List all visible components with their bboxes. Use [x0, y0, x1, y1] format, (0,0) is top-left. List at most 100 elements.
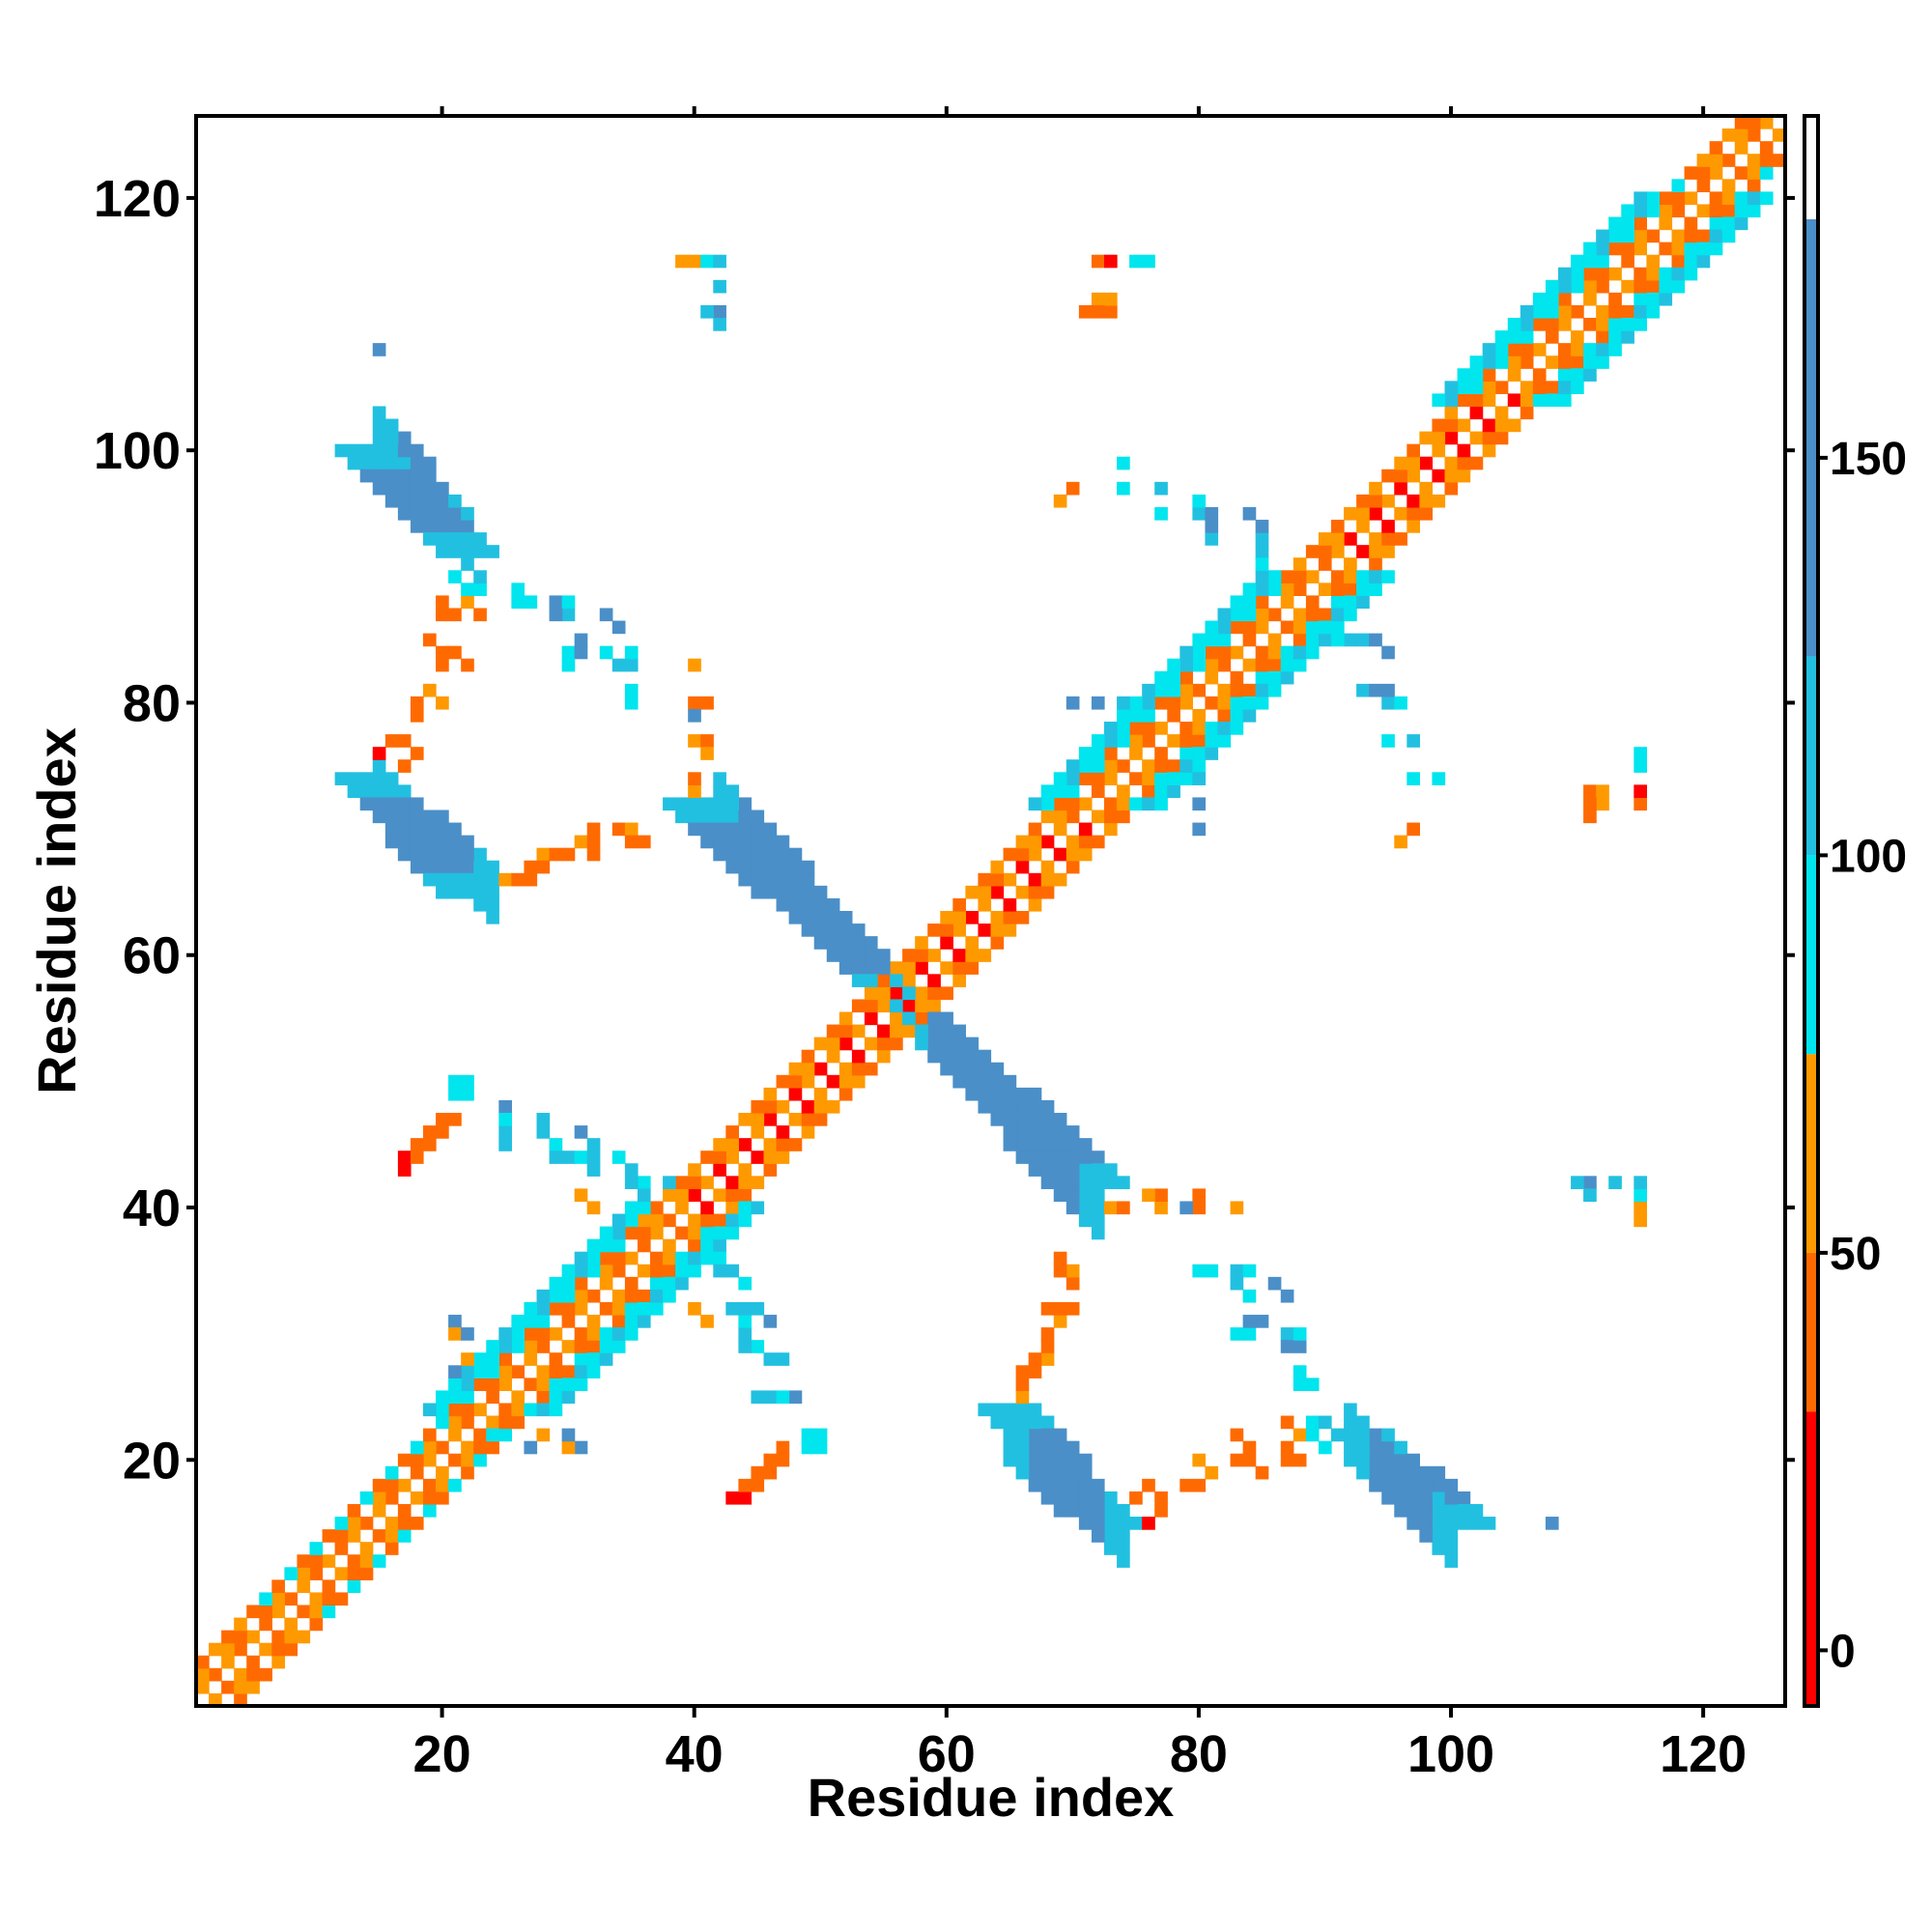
heatmap-cell	[1003, 1453, 1017, 1467]
heatmap-cell	[1065, 1453, 1080, 1467]
heatmap-cell	[1053, 1264, 1067, 1278]
heatmap-cell	[586, 1201, 601, 1215]
heatmap-cell	[1469, 355, 1484, 369]
heatmap-cell	[1293, 1453, 1307, 1467]
heatmap-cell	[890, 961, 903, 975]
heatmap-cell	[1255, 570, 1269, 583]
heatmap-cell	[1369, 545, 1382, 558]
heatmap-cell	[1457, 443, 1471, 458]
heatmap-cell	[1078, 1213, 1093, 1228]
heatmap-cell	[1634, 747, 1647, 760]
heatmap-cell	[334, 772, 349, 785]
heatmap-cell	[1255, 582, 1269, 597]
heatmap-cell	[486, 897, 499, 912]
heatmap-cell	[978, 1062, 992, 1076]
heatmap-cell	[1596, 343, 1609, 356]
heatmap-cell	[713, 772, 726, 785]
heatmap-cell	[624, 1201, 639, 1215]
heatmap-cell	[1520, 381, 1534, 394]
heatmap-cell	[1293, 1327, 1307, 1341]
heatmap-cell	[1167, 683, 1180, 697]
heatmap-cell	[1432, 418, 1446, 433]
heatmap-cell	[372, 343, 386, 356]
heatmap-cell	[549, 608, 563, 622]
heatmap-cell	[776, 1390, 790, 1405]
heatmap-cell	[952, 1037, 966, 1051]
heatmap-cell	[864, 999, 878, 1013]
heatmap-cell	[788, 1138, 803, 1151]
heatmap-cell	[1065, 860, 1080, 874]
heatmap-cell	[536, 1327, 551, 1341]
heatmap-cell	[813, 1037, 828, 1051]
heatmap-cell	[902, 1024, 916, 1038]
heatmap-cell	[1091, 835, 1105, 849]
heatmap-cell	[1419, 431, 1434, 445]
heatmap-cell	[738, 1138, 753, 1151]
heatmap-cell	[751, 872, 765, 887]
heatmap-cell	[347, 1554, 361, 1568]
heatmap-cell	[1028, 1478, 1042, 1492]
heatmap-cell	[1117, 1517, 1130, 1530]
heatmap-cell	[1444, 1542, 1459, 1555]
heatmap-cell	[1040, 872, 1055, 887]
heatmap-cell	[1091, 292, 1105, 306]
heatmap-cell	[1482, 368, 1496, 382]
heatmap-cell	[1344, 595, 1357, 610]
heatmap-cell	[927, 974, 941, 987]
heatmap-cell	[246, 1605, 260, 1619]
heatmap-cell	[1040, 1301, 1055, 1316]
heatmap-cell	[1040, 1176, 1055, 1189]
heatmap-cell	[549, 595, 563, 610]
heatmap-cell	[473, 1365, 487, 1378]
heatmap-cell	[978, 1049, 992, 1064]
heatmap-cell	[234, 1667, 247, 1682]
heatmap-cell	[688, 658, 701, 672]
heatmap-cell	[524, 1327, 538, 1341]
heatmap-cell	[1167, 784, 1180, 799]
heatmap-cell	[410, 835, 424, 849]
heatmap-cell	[561, 595, 576, 610]
heatmap-cell	[1634, 267, 1647, 281]
heatmap-cell	[1659, 292, 1673, 306]
heatmap-cell	[713, 1251, 726, 1265]
heatmap-cell	[1192, 1453, 1207, 1467]
heatmap-cell	[952, 974, 966, 987]
heatmap-cell	[384, 1491, 399, 1505]
heatmap-cell	[1494, 381, 1509, 394]
heatmap-cell	[436, 872, 449, 887]
heatmap-cell	[436, 1125, 449, 1139]
heatmap-cell	[688, 734, 701, 748]
heatmap-cell	[1015, 1415, 1030, 1430]
heatmap-cell	[813, 1113, 828, 1126]
heatmap-cell	[1192, 1264, 1207, 1278]
heatmap-cell	[1721, 229, 1736, 243]
heatmap-cell	[1065, 1125, 1080, 1139]
heatmap-cell	[1053, 1440, 1067, 1455]
heatmap-cell	[196, 1667, 210, 1682]
heatmap-cell	[486, 1415, 499, 1430]
heatmap-cell	[1028, 897, 1042, 912]
heatmap-cell	[611, 1301, 626, 1316]
heatmap-cell	[524, 860, 538, 874]
heatmap-cell	[1381, 1465, 1395, 1480]
heatmap-cell	[1344, 532, 1357, 546]
heatmap-cell	[498, 1125, 512, 1139]
heatmap-cell	[1331, 520, 1345, 533]
heatmap-cell	[271, 1655, 285, 1669]
heatmap-cell	[524, 1301, 538, 1316]
heatmap-cell	[1646, 191, 1661, 206]
heatmap-cell	[473, 1378, 487, 1392]
heatmap-cell	[448, 1378, 462, 1392]
heatmap-cell	[549, 847, 563, 862]
heatmap-cell	[1154, 670, 1168, 685]
heatmap-cell	[738, 872, 753, 887]
heatmap-cell	[1520, 330, 1534, 344]
heatmap-cell	[1646, 229, 1661, 243]
heatmap-cell	[1230, 670, 1244, 685]
heatmap-cell	[1205, 633, 1219, 647]
heatmap-cell	[486, 872, 499, 887]
heatmap-cell	[561, 1390, 576, 1405]
heatmap-cell	[1117, 481, 1130, 496]
heatmap-cell	[1634, 1201, 1647, 1215]
heatmap-cell	[1344, 506, 1357, 521]
